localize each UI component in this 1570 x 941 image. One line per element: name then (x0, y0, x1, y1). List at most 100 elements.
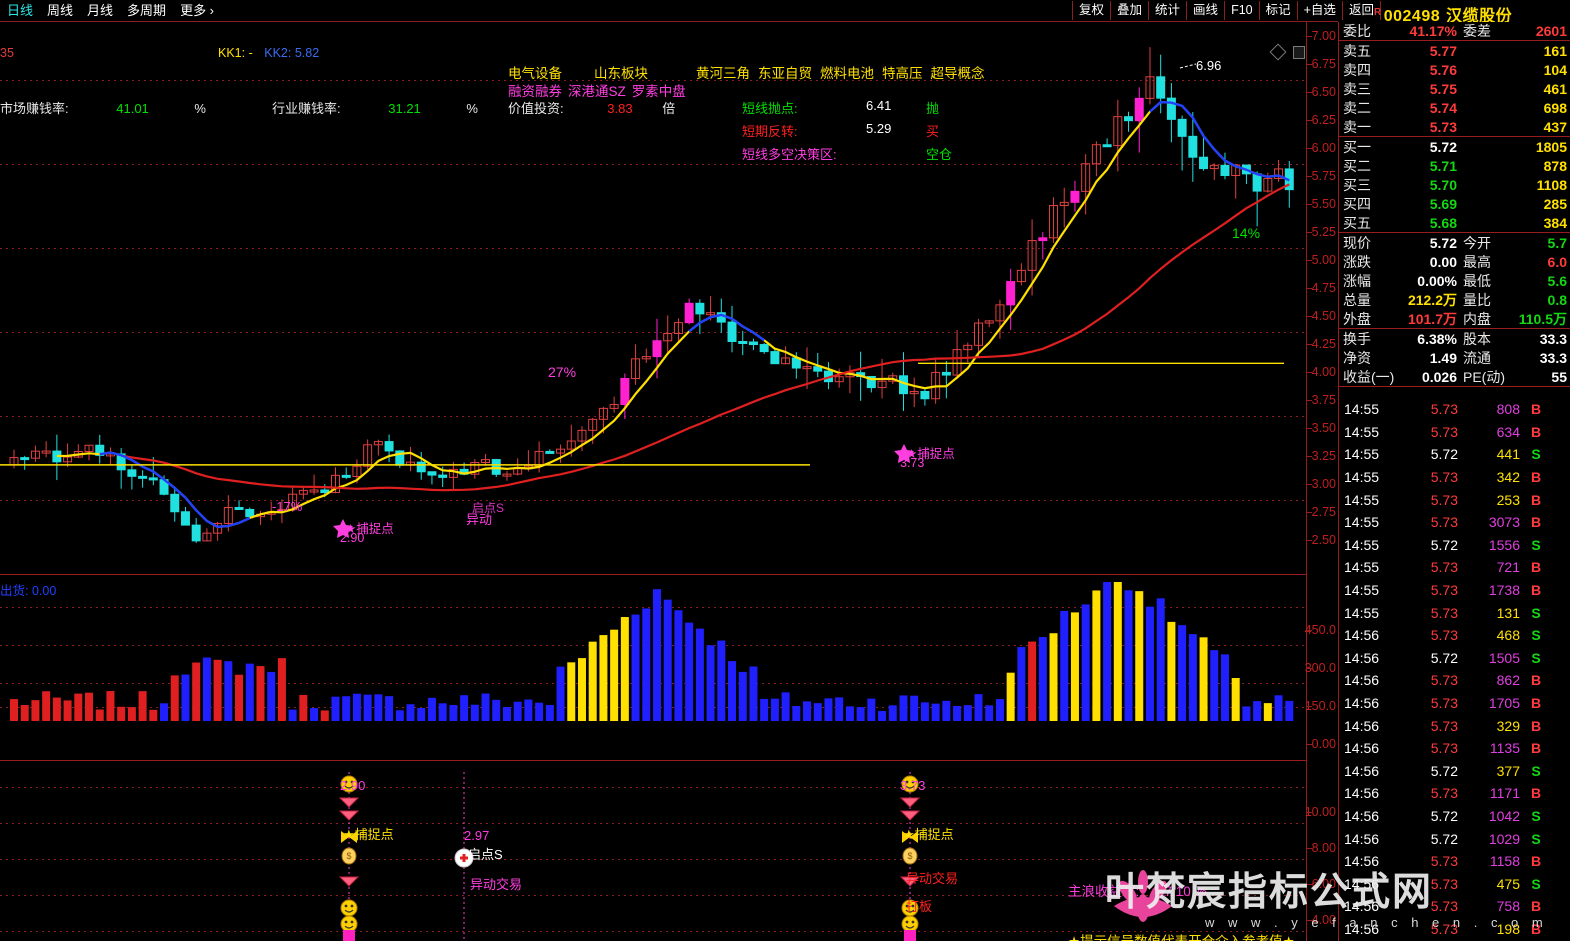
quote-panel[interactable]: 委比 41.17% 委差 2601 卖五 5.77 161 卖四 5.76 104 卖三 5.… (1338, 22, 1570, 941)
industry-profit-value: 31.21 (388, 101, 421, 116)
tick-direction: B (1530, 559, 1542, 576)
menu-tool-5[interactable]: 标记 (1258, 1, 1297, 20)
market-profit-value: 41.01 (116, 101, 149, 116)
tick-volume: 1738 (1488, 582, 1520, 599)
signal-label: 短期反转: (742, 124, 798, 139)
order-book-row[interactable]: 买二 5.71 878 (1339, 156, 1570, 175)
sector-tag[interactable]: 山东板块 (594, 66, 648, 81)
ask-levels[interactable]: 卖五 5.77 161 卖四 5.76 104 卖三 5.75 461 卖二 5.74 698 卖一 5.… (1339, 41, 1570, 136)
sector-tag[interactable]: 融资融券 (508, 84, 562, 99)
axis-label: 6.00 (1311, 141, 1336, 155)
stat-value-2: 5.7 (1547, 234, 1567, 251)
abnormal-label: 异动 (466, 512, 493, 527)
level-price: 5.73 (1429, 118, 1457, 135)
tick-direction: S (1531, 762, 1541, 779)
tick-row: 14:55 5.73 253 B (1338, 488, 1570, 511)
menu-divider (0, 21, 1338, 22)
tick-time: 14:55 (1344, 401, 1380, 418)
tick-price: 5.73 (1430, 695, 1458, 712)
price-chart-pane[interactable]: 35 KK1: - KK2: 5.82 市场赚钱率: 41.01 % 行业赚钱率… (0, 22, 1306, 603)
menu-period-4[interactable]: 更多 › (180, 3, 215, 18)
price-axis-rail: 7.00 6.75 6.50 6.25 6.00 5.75 5.50 5.25 5.00 4.75… (1304, 22, 1338, 941)
order-book-row[interactable]: 买四 5.69 285 (1339, 194, 1570, 213)
tick-time: 14:56 (1344, 717, 1380, 734)
lotus-logo-icon (1114, 870, 1172, 922)
sector-tag[interactable]: 黄河三角 (696, 66, 750, 81)
menu-tool-1[interactable]: 叠加 (1110, 1, 1148, 20)
sector-tag[interactable]: 东亚自贸 (758, 66, 812, 81)
signal-action: 买 (926, 124, 940, 139)
sector-tag[interactable]: 深港通SZ (568, 84, 626, 99)
sector-tags-row2[interactable]: 融资融券 深港通SZ 罗素中盘 (508, 80, 686, 100)
order-book-row[interactable]: 买一 5.72 1805 (1339, 137, 1570, 156)
tick-row: 14:56 5.73 468 S (1338, 624, 1570, 647)
stat-label-2: 股本 (1463, 330, 1491, 347)
menu-tool-7[interactable]: 返回 (1341, 1, 1381, 20)
menu-period-0[interactable]: 日线 (7, 3, 34, 18)
order-book-row[interactable]: 卖三 5.75 461 (1339, 79, 1570, 98)
menu-tool-4[interactable]: F10 (1224, 1, 1259, 20)
axis-tick (1307, 630, 1312, 631)
tick-time: 14:56 (1344, 920, 1380, 937)
axis-label: 5.50 (1311, 197, 1336, 211)
gridline (0, 332, 1306, 333)
menu-tool-6[interactable]: +自选 (1296, 1, 1342, 20)
stat-label: 收益(一) (1343, 368, 1395, 385)
sector-tag[interactable]: 超导概念 (930, 66, 985, 81)
order-book-row[interactable]: 卖二 5.74 698 (1339, 98, 1570, 117)
signal-pane[interactable]: $ $ 2.90 ★捕捉点 2.97 启点S 异动交易 3.73 ★捕捉点 异动交… (0, 762, 1306, 941)
menu-period-2[interactable]: 月线 (87, 3, 114, 18)
axis-label: 10.00 (1304, 805, 1336, 819)
axis-tick (1307, 540, 1312, 541)
signal-action: 抛 (926, 101, 940, 116)
order-book-row[interactable]: 买三 5.70 1108 (1339, 175, 1570, 194)
stats-divider (1339, 232, 1570, 233)
order-book-row[interactable]: 买五 5.68 384 (1339, 213, 1570, 232)
capture-point-label-1: ★捕捉点 (345, 522, 394, 536)
imbalance-label: 委比 (1343, 23, 1371, 39)
tick-volume: 131 (1496, 604, 1520, 621)
tick-time: 14:56 (1344, 898, 1380, 915)
sector-tag[interactable]: 电气设备 (508, 66, 562, 81)
order-book-row[interactable]: 卖五 5.77 161 (1339, 41, 1570, 60)
panel-toggle-icon[interactable] (1293, 46, 1305, 59)
axis-label: 4.25 (1311, 337, 1336, 351)
sector-tag[interactable]: 特高压 (882, 66, 923, 81)
menu-period-3[interactable]: 多周期 (127, 3, 167, 18)
menu-tool-0[interactable]: 复权 (1072, 1, 1110, 20)
watermark-url: w w w . y e f a n c h e n . c o m (1205, 915, 1548, 930)
menu-period-1[interactable]: 周线 (47, 3, 74, 18)
gridline (0, 416, 1306, 417)
candlestick-chart[interactable] (0, 22, 1306, 575)
tick-volume: 1705 (1488, 695, 1520, 712)
axis-label: 0.00 (1311, 737, 1336, 751)
volume-bars[interactable] (0, 576, 1306, 761)
tick-list[interactable]: 14:55 5.73 808 B 14:55 5.73 634 B 14:55 5.72 441 S 1… (1338, 398, 1570, 941)
signal-label: 短线多空决策区: (742, 147, 837, 162)
quote-stat-row: 现价 5.72 今开 5.7 (1339, 233, 1570, 252)
sector-tag[interactable]: 燃料电池 (820, 66, 874, 81)
order-book-row[interactable]: 卖一 5.73 437 (1339, 117, 1570, 136)
sector-tag[interactable]: 罗素中盘 (631, 84, 686, 99)
tick-direction: B (1530, 740, 1542, 757)
tick-time: 14:56 (1344, 672, 1380, 689)
tick-direction: B (1530, 423, 1542, 440)
menu-tool-2[interactable]: 统计 (1148, 1, 1186, 20)
level-price: 5.70 (1429, 176, 1457, 193)
signal-row-1: 短期反转: 5.29 买 (742, 121, 939, 140)
stat-value-2: 33.3 (1539, 330, 1567, 347)
sector-tags-row1[interactable]: 电气设备 山东板块 黄河三角 东亚自贸 燃料电池 特高压 超导概念 (508, 62, 985, 82)
value-invest-label: 价值投资: (508, 101, 564, 116)
signal-markers[interactable]: $ $ (0, 762, 1306, 941)
menu-tool-3[interactable]: 画线 (1186, 1, 1224, 20)
tick-price: 5.72 (1430, 807, 1458, 824)
tick-row: 14:56 5.72 1042 S (1338, 805, 1570, 828)
stock-identifier[interactable]: R 002498 汉缆股份 (1374, 2, 1512, 26)
bid-levels[interactable]: 买一 5.72 1805 买二 5.71 878 买三 5.70 1108 买四 5.69 285 买五… (1339, 137, 1570, 232)
order-book-row[interactable]: 卖四 5.76 104 (1339, 60, 1570, 79)
axis-label: 3.50 (1311, 421, 1336, 435)
volume-pane[interactable]: 出货: 0.00 (0, 576, 1306, 761)
signal-value: 5.29 (866, 121, 892, 136)
tick-row: 14:56 5.73 862 B (1338, 669, 1570, 692)
